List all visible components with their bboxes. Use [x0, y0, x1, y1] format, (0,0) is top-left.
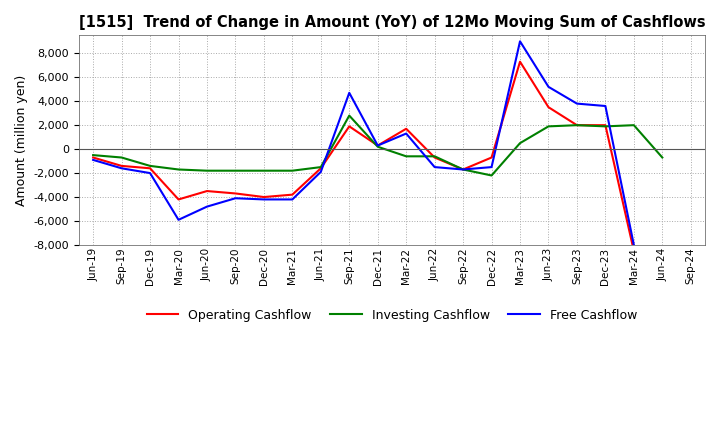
Investing Cashflow [516, 140, 524, 146]
Investing Cashflow [572, 122, 581, 128]
Free Cashflow [374, 143, 382, 148]
Investing Cashflow [374, 144, 382, 149]
Investing Cashflow [658, 155, 667, 160]
Investing Cashflow [174, 167, 183, 172]
Operating Cashflow [402, 126, 410, 132]
Free Cashflow [145, 170, 154, 176]
Free Cashflow [629, 242, 638, 248]
Investing Cashflow [544, 124, 553, 129]
Investing Cashflow [629, 122, 638, 128]
Operating Cashflow [260, 194, 269, 200]
Investing Cashflow [260, 168, 269, 173]
Operating Cashflow [145, 165, 154, 171]
Investing Cashflow [231, 168, 240, 173]
Free Cashflow [572, 101, 581, 106]
Y-axis label: Amount (million yen): Amount (million yen) [15, 74, 28, 206]
Operating Cashflow [601, 122, 610, 128]
Operating Cashflow [89, 155, 97, 160]
Operating Cashflow [174, 197, 183, 202]
Operating Cashflow [117, 163, 126, 169]
Free Cashflow [89, 157, 97, 162]
Line: Operating Cashflow: Operating Cashflow [93, 62, 634, 251]
Free Cashflow [117, 165, 126, 171]
Operating Cashflow [487, 155, 496, 160]
Operating Cashflow [202, 188, 211, 194]
Operating Cashflow [317, 165, 325, 171]
Free Cashflow [231, 196, 240, 201]
Free Cashflow [174, 217, 183, 223]
Free Cashflow [431, 165, 439, 170]
Operating Cashflow [231, 191, 240, 196]
Free Cashflow [459, 167, 467, 172]
Operating Cashflow [544, 105, 553, 110]
Investing Cashflow [402, 154, 410, 159]
Operating Cashflow [629, 248, 638, 253]
Investing Cashflow [89, 153, 97, 158]
Free Cashflow [345, 90, 354, 95]
Investing Cashflow [345, 113, 354, 118]
Free Cashflow [317, 169, 325, 175]
Operating Cashflow [516, 59, 524, 64]
Free Cashflow [544, 84, 553, 89]
Investing Cashflow [459, 167, 467, 172]
Investing Cashflow [202, 168, 211, 173]
Line: Investing Cashflow: Investing Cashflow [93, 116, 662, 176]
Investing Cashflow [487, 173, 496, 178]
Free Cashflow [487, 165, 496, 170]
Free Cashflow [601, 103, 610, 109]
Investing Cashflow [145, 163, 154, 169]
Operating Cashflow [288, 192, 297, 197]
Free Cashflow [402, 131, 410, 136]
Free Cashflow [516, 39, 524, 44]
Free Cashflow [202, 204, 211, 209]
Investing Cashflow [317, 165, 325, 170]
Operating Cashflow [431, 155, 439, 160]
Operating Cashflow [345, 124, 354, 129]
Operating Cashflow [572, 122, 581, 128]
Investing Cashflow [117, 155, 126, 160]
Operating Cashflow [374, 143, 382, 148]
Free Cashflow [288, 197, 297, 202]
Title: [1515]  Trend of Change in Amount (YoY) of 12Mo Moving Sum of Cashflows: [1515] Trend of Change in Amount (YoY) o… [78, 15, 706, 30]
Investing Cashflow [431, 154, 439, 159]
Investing Cashflow [288, 168, 297, 173]
Free Cashflow [260, 197, 269, 202]
Operating Cashflow [459, 167, 467, 172]
Investing Cashflow [601, 124, 610, 129]
Line: Free Cashflow: Free Cashflow [93, 41, 634, 245]
Legend: Operating Cashflow, Investing Cashflow, Free Cashflow: Operating Cashflow, Investing Cashflow, … [142, 304, 642, 327]
